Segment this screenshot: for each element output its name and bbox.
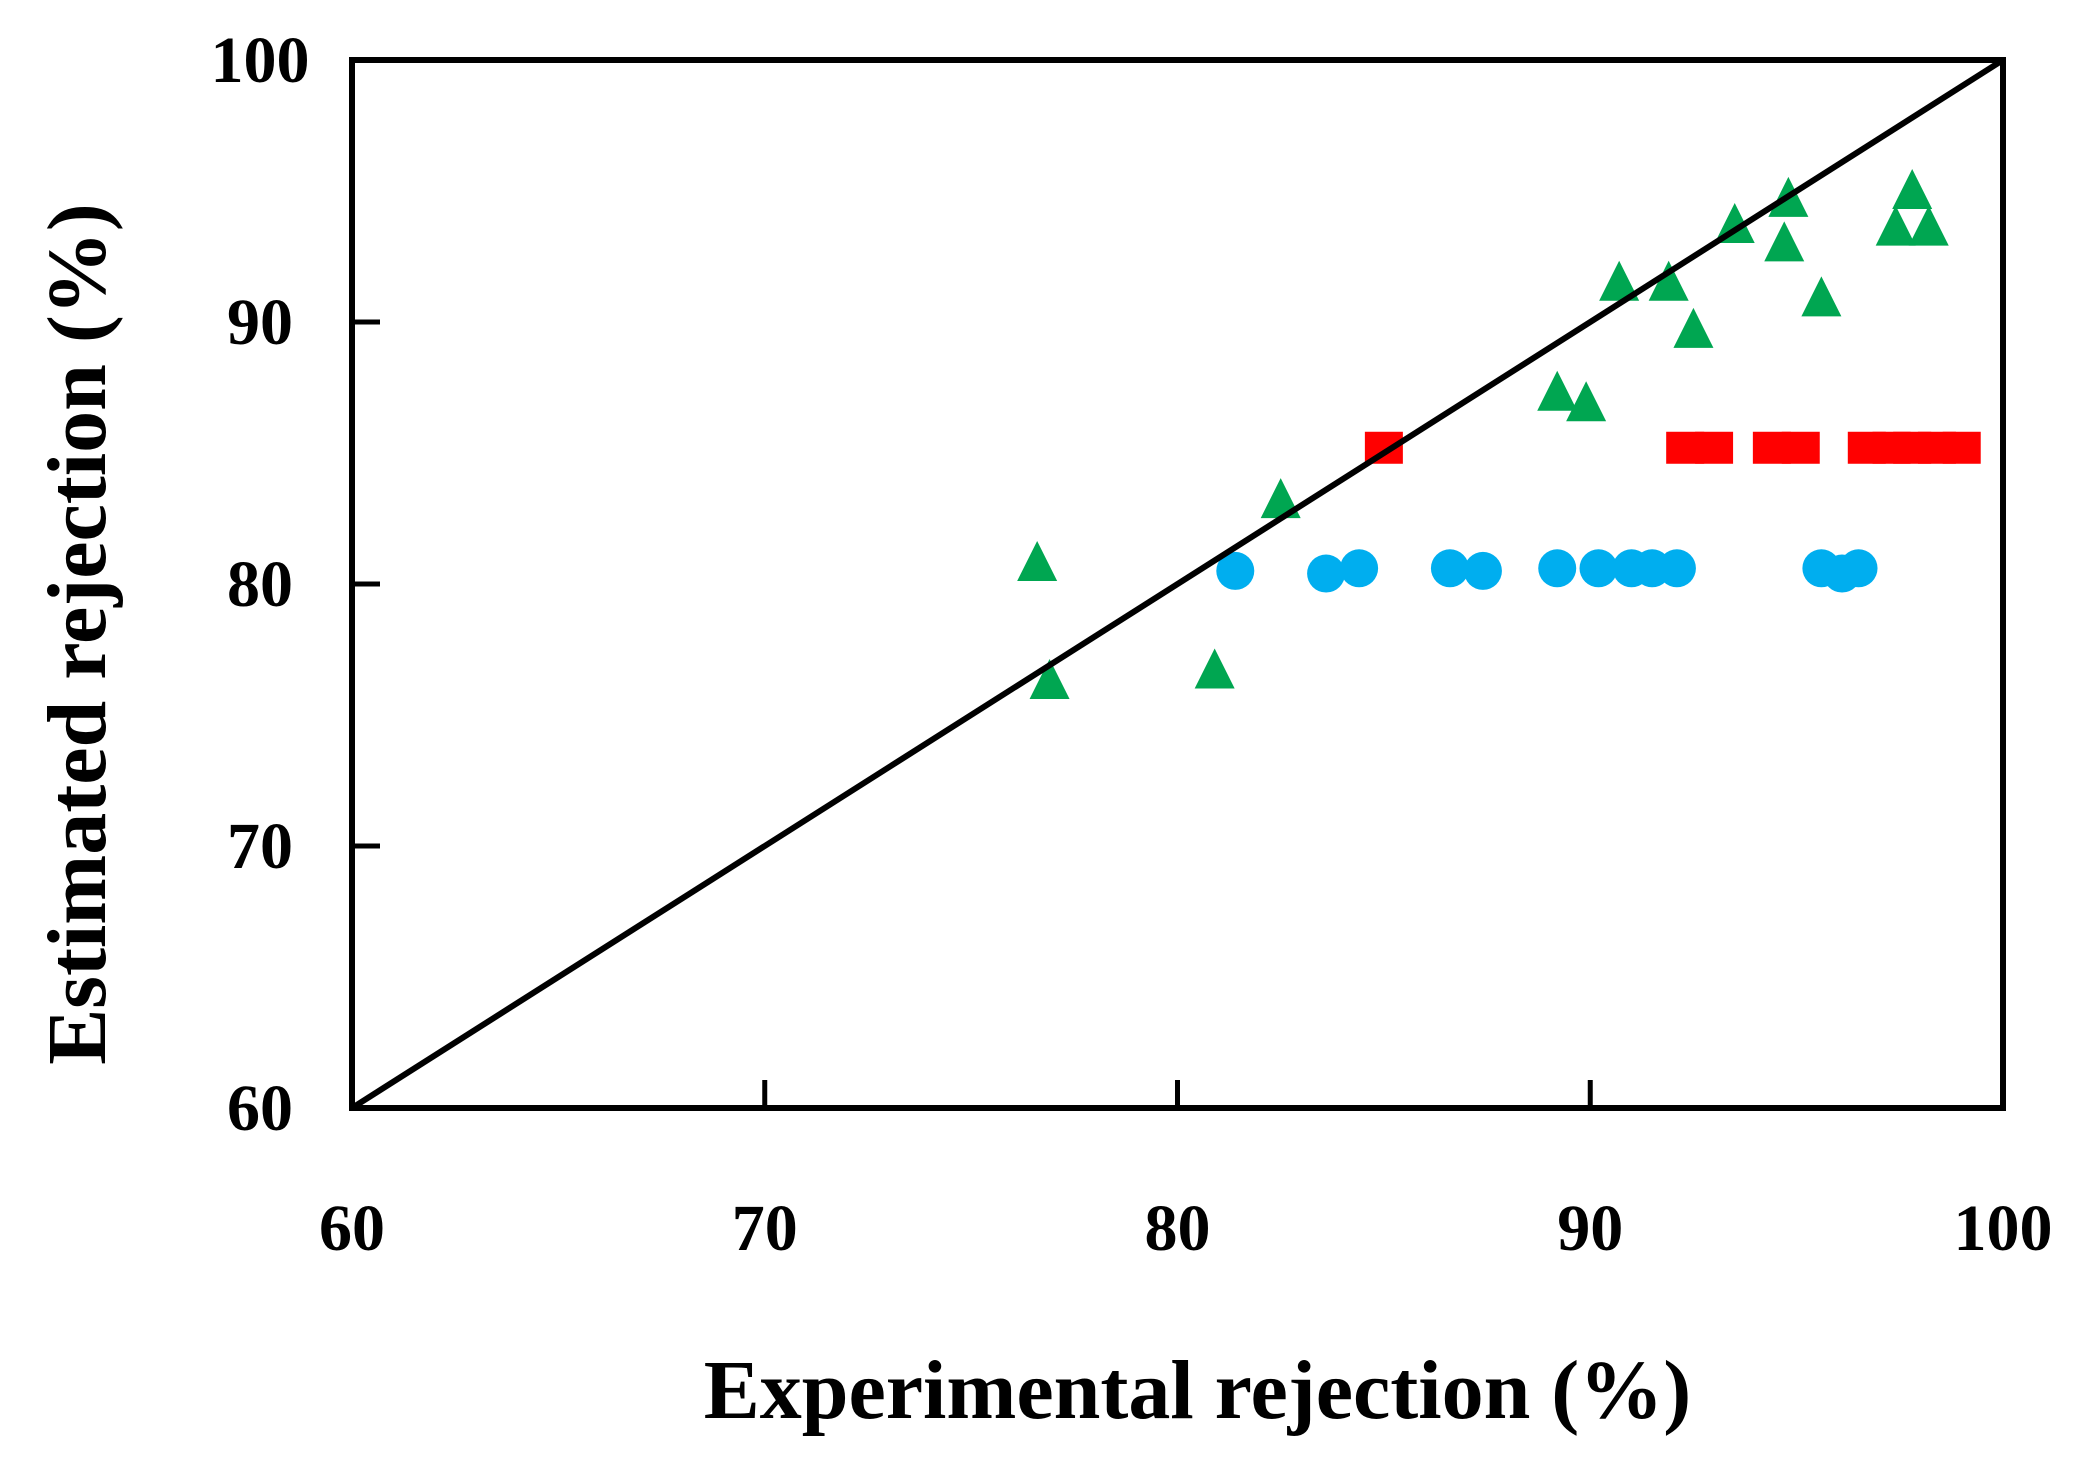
triangle-series-point	[1764, 221, 1805, 262]
circle-series-point	[1307, 554, 1346, 593]
circle-series-point	[1538, 549, 1577, 588]
square-series-point	[1781, 431, 1820, 464]
triangle-series-point	[1801, 276, 1842, 317]
y-axis-title: Estimated rejection (%)	[31, 203, 124, 1065]
y-tick-label: 60	[227, 1072, 293, 1145]
triangle-series-point	[1194, 648, 1235, 689]
triangle-series-point	[1029, 658, 1070, 699]
triangle-series-point	[1714, 203, 1755, 244]
triangle-series-point	[1537, 370, 1578, 411]
triangle-series-point	[1875, 205, 1916, 246]
triangle-series-point	[1599, 260, 1640, 301]
circle-series-point	[1430, 549, 1469, 588]
triangle-series-point	[1017, 541, 1058, 582]
triangle-series-point	[1260, 478, 1301, 519]
chart-marks	[1017, 169, 1981, 699]
circle-series-point	[1216, 551, 1255, 590]
y-tick-label: 80	[227, 548, 293, 621]
circle-series-point	[1839, 549, 1878, 588]
circle-series-point	[1340, 549, 1379, 588]
y-tick-label: 90	[227, 286, 293, 359]
square-series-point	[1695, 431, 1734, 464]
x-tick-label: 60	[319, 1192, 385, 1265]
circle-series-point	[1657, 549, 1696, 588]
circle-series-point	[1579, 549, 1618, 588]
x-tick-label: 90	[1557, 1192, 1623, 1265]
square-series-point	[1942, 431, 1981, 464]
triangle-series-point	[1673, 307, 1714, 348]
circle-series-point	[1463, 551, 1502, 590]
triangle-series-point	[1892, 169, 1933, 209]
triangle-series-point	[1648, 260, 1689, 301]
axis-ticks: 60 70 80 90 100 60 70 80 90 100	[211, 24, 2053, 1265]
y-tick-label: 70	[227, 810, 293, 883]
triangle-series-point	[1566, 381, 1607, 422]
x-tick-label: 80	[1145, 1192, 1211, 1265]
x-axis-title: Experimental rejection (%)	[704, 1344, 1692, 1437]
triangle-series-point	[1908, 205, 1949, 246]
x-tick-label: 100	[1954, 1192, 2053, 1265]
reference-line-y-equals-x	[350, 57, 2005, 1111]
x-tick-label: 70	[732, 1192, 798, 1265]
y-tick-label: 100	[211, 24, 310, 97]
